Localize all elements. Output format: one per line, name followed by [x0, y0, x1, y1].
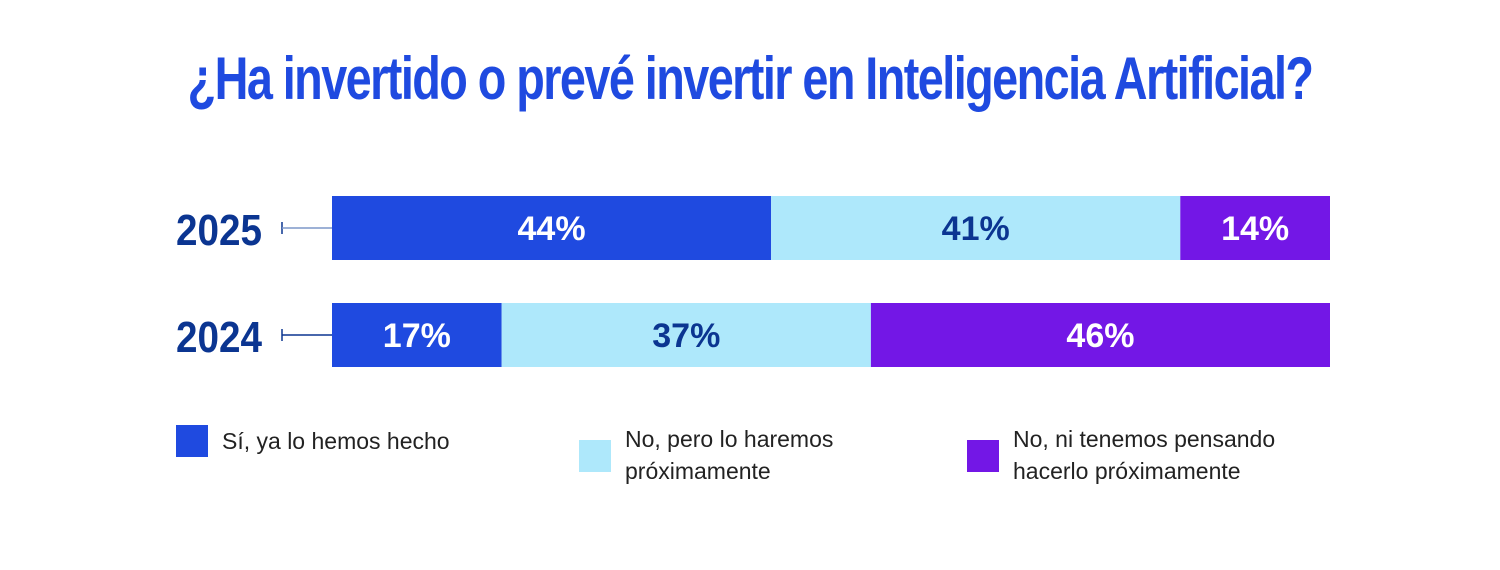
bar-segment — [771, 196, 1181, 260]
legend-swatch-no — [967, 440, 999, 472]
data-label: 46% — [1066, 317, 1134, 355]
category-label-2025: 2025 — [176, 206, 262, 255]
bar-segment — [870, 303, 1330, 367]
bar-segment — [1180, 196, 1330, 260]
data-label: 14% — [1221, 210, 1289, 248]
data-label: 44% — [518, 210, 586, 248]
legend-item-no: No, ni tenemos pensando hacerlo próximam… — [967, 425, 1275, 487]
bar-segment — [332, 196, 772, 260]
legend-label-no-line1: No, ni tenemos pensando — [1013, 426, 1276, 452]
data-label: 41% — [942, 210, 1010, 248]
bar-segment — [501, 303, 871, 367]
legend-swatch-yes — [176, 425, 208, 457]
legend-swatch-planned — [579, 440, 611, 472]
legend-label-planned-line1: No, pero lo haremos — [625, 426, 834, 452]
legend-item-yes: Sí, ya lo hemos hecho — [176, 425, 450, 457]
legend-label-no-line2: hacerlo próximamente — [1013, 458, 1241, 484]
data-label: 37% — [652, 317, 720, 355]
bar-segment — [332, 303, 502, 367]
data-label: 17% — [383, 317, 451, 355]
category-label-2024: 2024 — [176, 313, 262, 362]
legend-label-planned-line2: próximamente — [625, 458, 771, 484]
legend-item-planned: No, pero lo haremos próximamente — [579, 425, 833, 487]
chart-title: ¿Ha invertido o prevé invertir en Inteli… — [187, 45, 1314, 112]
legend-label-yes: Sí, ya lo hemos hecho — [222, 428, 450, 454]
